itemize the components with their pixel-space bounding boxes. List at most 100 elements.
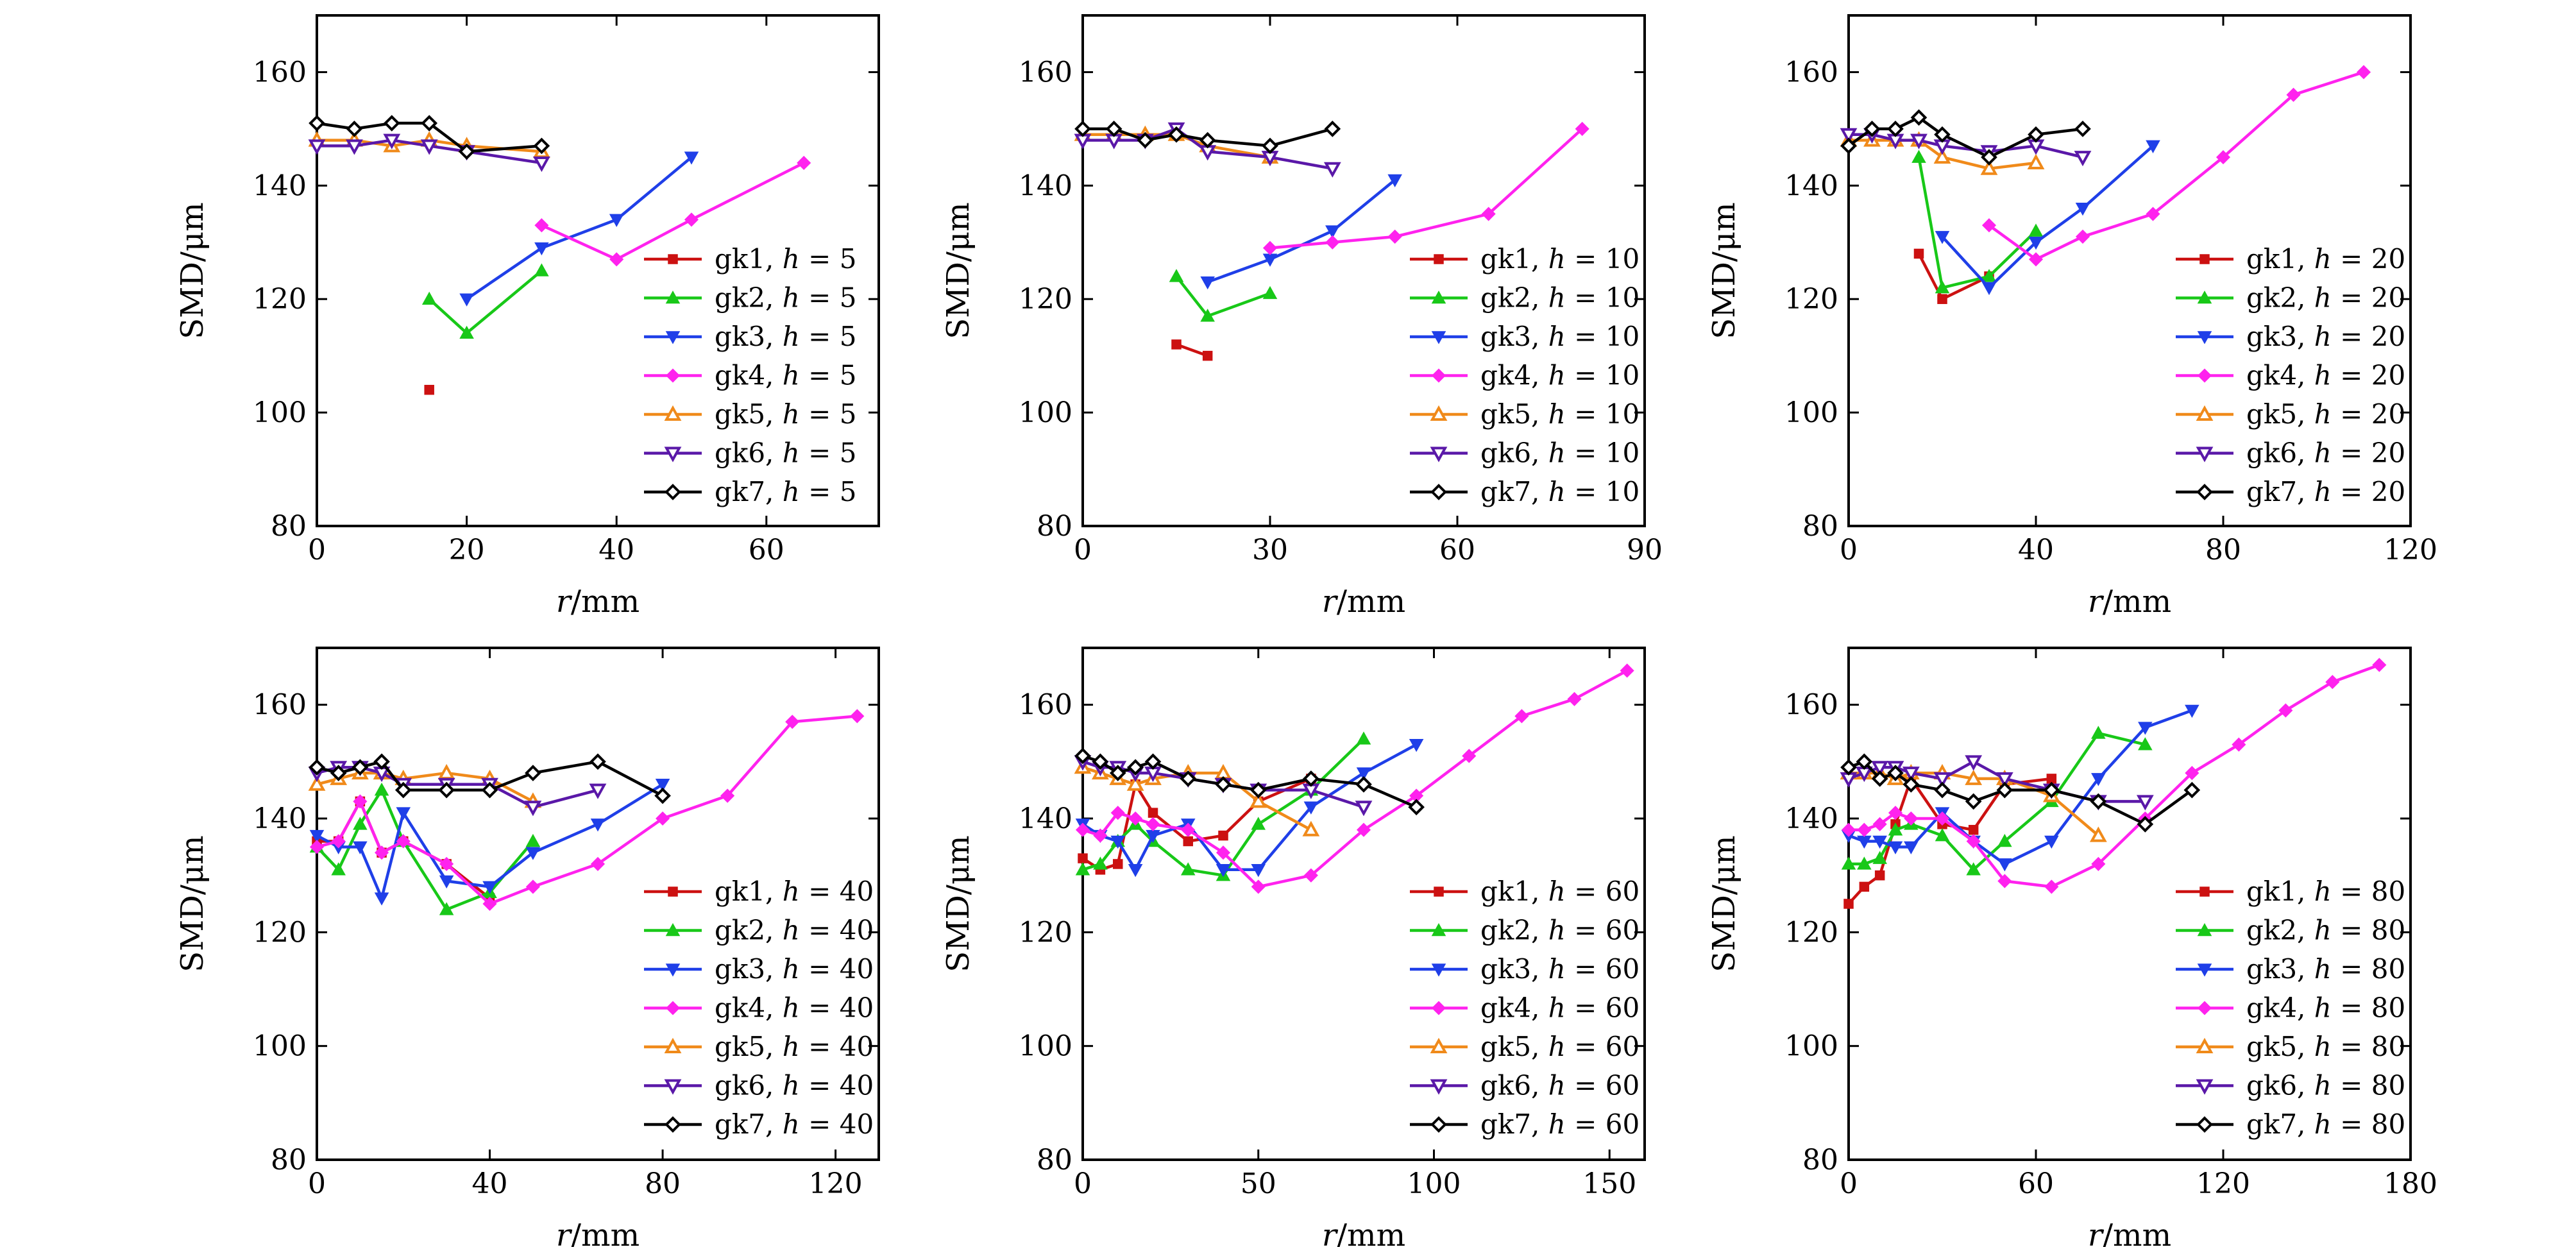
- series-gk2: [1841, 725, 2153, 876]
- data-point-gk3: [2185, 704, 2199, 718]
- x-tick-label: 80: [645, 1167, 681, 1200]
- data-point-gk6: [308, 139, 326, 155]
- data-point-gk4: [2232, 737, 2246, 752]
- legend-marker-gk3: [1431, 963, 1446, 977]
- data-point-gk7: [346, 121, 363, 137]
- legend-marker-gk7: [1430, 484, 1447, 500]
- series-gk1: [1171, 339, 1213, 361]
- legend-label-gk4: gk4, h = 40: [715, 992, 874, 1024]
- data-point-gk4: [656, 811, 670, 826]
- y-tick-label: 80: [1802, 1144, 1838, 1176]
- legend-marker-gk4: [1431, 368, 1446, 383]
- data-point-gk7: [309, 759, 325, 776]
- x-tick-label: 50: [1241, 1167, 1276, 1200]
- data-point-gk4: [1128, 811, 1143, 826]
- data-point-gk4: [1514, 709, 1529, 724]
- data-point-gk4: [2146, 207, 2160, 221]
- data-point-gk1: [2046, 774, 2057, 784]
- data-point-gk4: [2286, 87, 2301, 102]
- series-gk4: [1262, 121, 1589, 255]
- data-point-gk4: [1462, 749, 1477, 763]
- data-point-gk4: [1481, 207, 1496, 221]
- data-point-gk4: [1262, 241, 1278, 255]
- data-point-gk2: [1200, 309, 1215, 322]
- data-point-gk7: [589, 753, 606, 770]
- legend: gk1, h = 5 gk2, h = 5 gk3, h = 5 gk4, h = 5…: [644, 243, 856, 507]
- legend-marker-gk1: [1434, 254, 1444, 264]
- legend-label-gk2: gk2, h = 40: [715, 915, 874, 946]
- legend: gk1, h = 10 gk2, h = 10 gk3, h = 10 gk4, h …: [1410, 243, 1640, 507]
- data-point-gk7: [1996, 781, 2013, 799]
- legend-label-gk4: gk4, h = 80: [2246, 992, 2405, 1024]
- legend-marker-gk1: [668, 886, 678, 897]
- x-tick-label: 0: [1074, 1167, 1092, 1200]
- legend-marker-gk2: [1431, 290, 1446, 304]
- data-point-gk5: [2027, 153, 2045, 169]
- data-point-gk7: [1355, 776, 1372, 793]
- series-gk3: [459, 151, 699, 307]
- x-axis-label: r/mm: [556, 584, 640, 620]
- series-gk2: [421, 263, 549, 339]
- x-tick-label: 180: [2384, 1167, 2437, 1200]
- legend: gk1, h = 60 gk2, h = 60 gk3, h = 60 gk4, h …: [1410, 876, 1640, 1140]
- data-point-gk7: [1324, 121, 1341, 137]
- series-line-gk2: [1082, 738, 1365, 877]
- legend-marker-gk4: [1431, 1001, 1446, 1015]
- legend-label-gk1: gk1, h = 60: [1480, 876, 1640, 907]
- data-point-gk3: [2146, 140, 2160, 153]
- data-point-gk4: [609, 252, 624, 267]
- data-point-gk7: [1262, 137, 1278, 155]
- legend-marker-gk5: [1430, 1037, 1448, 1053]
- data-point-gk7: [1840, 137, 1857, 155]
- legend-label-gk7: gk7, h = 60: [1480, 1108, 1640, 1140]
- data-point-gk3: [374, 892, 389, 906]
- y-tick-label: 160: [1019, 56, 1072, 89]
- data-point-gk4: [1857, 822, 1872, 837]
- data-point-gk2: [1356, 731, 1371, 745]
- data-point-gk1: [1171, 339, 1182, 350]
- data-point-gk4: [797, 155, 811, 171]
- data-point-gk4: [720, 788, 735, 803]
- data-point-gk1: [1148, 808, 1158, 818]
- legend-marker-gk4: [665, 368, 681, 383]
- plot-frame: [316, 14, 880, 527]
- data-point-gk1: [1218, 830, 1228, 841]
- y-axis-label: SMD/μm: [174, 835, 210, 972]
- data-point-gk3: [459, 293, 474, 307]
- y-tick-label: 140: [253, 169, 307, 202]
- y-tick-label: 120: [1784, 916, 1838, 949]
- data-point-gk3: [684, 151, 699, 165]
- series-gk3: [1935, 140, 2160, 296]
- series-gk2: [1911, 149, 2044, 294]
- data-point-gk2: [534, 263, 549, 276]
- data-point-gk1: [1913, 248, 1924, 259]
- data-point-gk4: [684, 212, 699, 227]
- legend-label-gk7: gk7, h = 80: [2246, 1108, 2405, 1140]
- data-point-gk1: [424, 384, 434, 395]
- y-tick-label: 160: [253, 689, 307, 722]
- legend-marker-gk6: [2196, 1079, 2214, 1095]
- data-point-gk7: [654, 787, 671, 804]
- data-point-gk6: [589, 783, 607, 799]
- data-point-gk2: [459, 325, 474, 339]
- y-tick-label: 120: [1019, 916, 1072, 949]
- series-gk7: [1074, 747, 1425, 816]
- x-tick-label: 0: [308, 534, 326, 566]
- data-point-gk7: [1215, 776, 1232, 793]
- legend-marker-gk7: [2196, 484, 2213, 500]
- x-tick-label: 0: [1074, 534, 1092, 566]
- legend-label-gk3: gk3, h = 40: [715, 953, 874, 985]
- legend-marker-gk3: [2197, 963, 2212, 977]
- data-point-gk5: [1250, 792, 1267, 808]
- series-gk4: [1075, 663, 1634, 894]
- plot-frame: [1081, 647, 1646, 1161]
- y-axis-label: SMD/μm: [1706, 835, 1742, 972]
- data-point-gk6: [1840, 128, 1858, 144]
- legend-marker-gk1: [668, 254, 678, 264]
- data-point-gk2: [1180, 862, 1196, 876]
- data-point-gk3: [353, 841, 368, 854]
- legend-marker-gk7: [2196, 1116, 2213, 1133]
- data-point-gk5: [2089, 826, 2107, 842]
- data-point-gk6: [420, 139, 438, 155]
- legend-marker-gk4: [2197, 368, 2212, 383]
